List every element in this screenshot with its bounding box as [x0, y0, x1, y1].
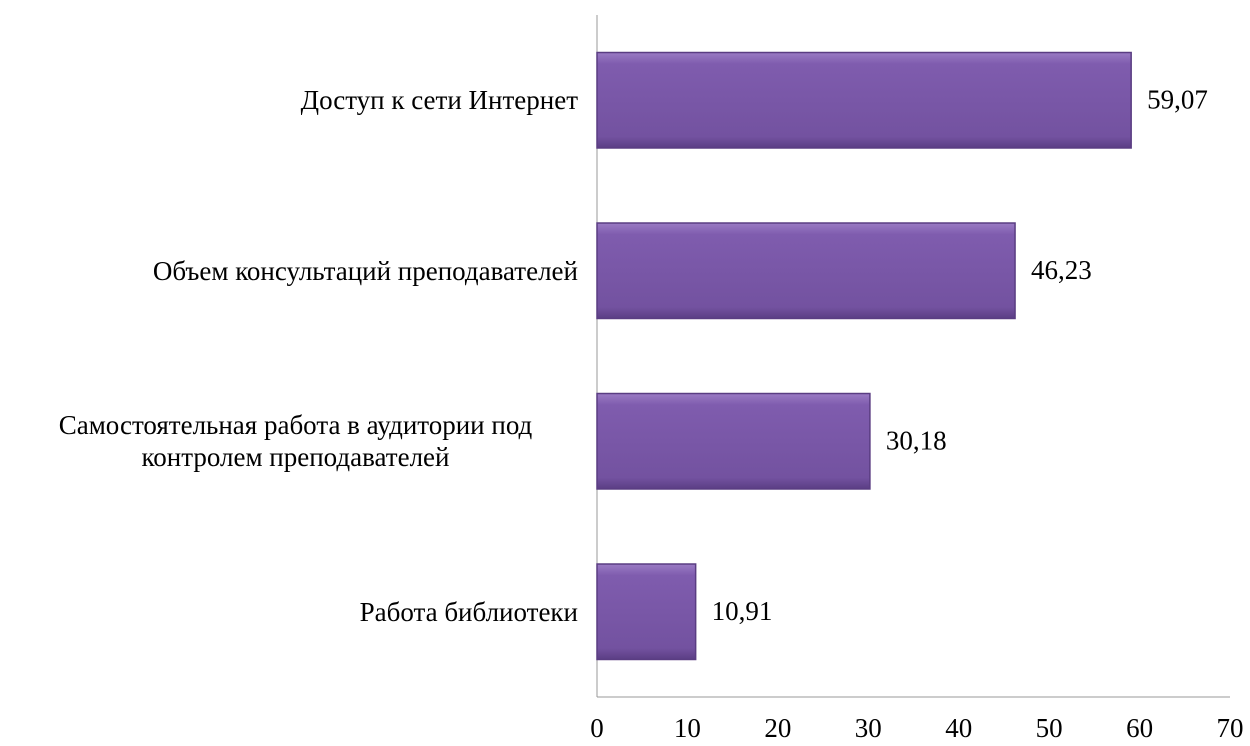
bar [596, 51, 1132, 149]
x-tick-label: 40 [945, 713, 972, 743]
bar [596, 563, 697, 661]
category-text: Работа библиотеки [359, 596, 578, 627]
bar [596, 222, 1016, 320]
value-label: 46,23 [1031, 255, 1092, 285]
value-label: 30,18 [886, 425, 947, 455]
x-tick-label: 10 [674, 713, 701, 743]
x-tick-label: 0 [590, 713, 604, 743]
category-text: Доступ к сети Интернет [300, 85, 578, 116]
category-label: Доступ к сети Интернет [0, 50, 578, 150]
x-tick-label: 20 [764, 713, 791, 743]
value-label: 59,07 [1147, 84, 1208, 114]
x-tick-label: 50 [1036, 713, 1063, 743]
category-label: Самостоятельная работа в аудитории под к… [0, 391, 578, 491]
category-text: Самостоятельная работа в аудитории под к… [58, 410, 533, 473]
x-tick-label: 30 [855, 713, 882, 743]
value-label: 10,91 [712, 596, 773, 626]
category-label: Работа библиотеки [0, 562, 578, 662]
x-tick-label: 70 [1217, 713, 1244, 743]
category-text: Объем консультаций преподавателей [152, 255, 578, 286]
bar [596, 392, 871, 490]
x-tick-label: 60 [1126, 713, 1153, 743]
category-label: Объем консультаций преподавателей [0, 221, 578, 321]
